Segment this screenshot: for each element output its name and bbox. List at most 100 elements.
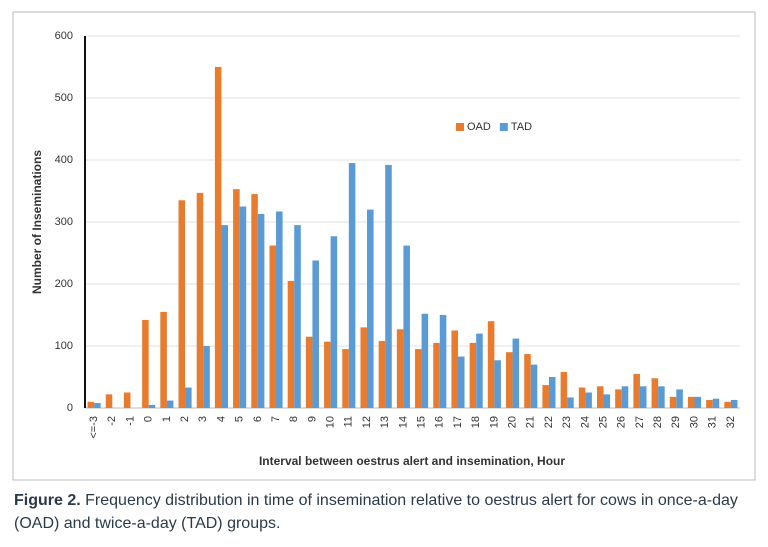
bar	[439, 315, 447, 408]
x-tick-label: -1	[124, 416, 136, 426]
bar	[712, 398, 720, 408]
x-tick-label: <=-3	[88, 416, 100, 439]
x-tick-label: 3	[197, 416, 209, 422]
x-tick-label: 25	[597, 416, 609, 428]
x-tick-label: 8	[288, 416, 300, 422]
bar	[257, 213, 265, 408]
bar	[294, 225, 301, 408]
x-tick-label: 32	[725, 416, 737, 428]
bar	[214, 67, 222, 408]
bar	[385, 164, 392, 408]
bar	[203, 346, 210, 408]
y-tick-label: 300	[55, 216, 73, 228]
bar	[730, 399, 738, 408]
chart-frame	[12, 11, 756, 481]
bar	[233, 189, 240, 408]
bar	[476, 333, 483, 408]
x-tick-label: 22	[543, 416, 555, 428]
x-tick-label: 7	[270, 416, 282, 422]
bar	[239, 206, 247, 408]
x-tick-label: 13	[379, 416, 391, 428]
x-tick-label: 1	[161, 416, 173, 422]
chart: Number of Inseminations Interval between…	[12, 11, 756, 481]
x-tick-label: 4	[215, 416, 227, 422]
x-tick-label: 23	[561, 416, 573, 428]
y-tick-label: 500	[55, 92, 73, 104]
bar	[123, 392, 131, 408]
y-tick-label: 400	[55, 154, 73, 166]
legend-swatch	[499, 123, 508, 131]
bar	[312, 260, 319, 408]
bar	[269, 245, 277, 408]
bar	[706, 399, 713, 408]
bar	[687, 396, 695, 408]
bar	[669, 396, 677, 408]
bar	[105, 394, 113, 408]
bar	[524, 354, 531, 408]
x-tick-label: 5	[234, 416, 246, 422]
x-tick-label: 0	[143, 416, 155, 422]
x-tick-label: 28	[652, 416, 664, 428]
bar	[542, 385, 549, 408]
bar	[676, 389, 683, 408]
x-tick-label: 31	[707, 416, 719, 428]
bar	[142, 319, 149, 408]
x-tick-label: 27	[634, 416, 646, 428]
bar	[494, 360, 501, 408]
bar	[415, 349, 422, 408]
x-tick-label: 2	[179, 416, 191, 422]
x-axis-label: Interval between oestrus alert and insem…	[259, 454, 565, 468]
x-tick-label: 29	[670, 416, 682, 428]
bar	[451, 330, 458, 408]
legend-label: OAD	[467, 121, 491, 133]
bar	[148, 404, 156, 408]
bar	[166, 400, 174, 408]
caption: Figure 2. Frequency distribution in time…	[14, 489, 759, 535]
bar	[178, 200, 186, 408]
y-tick-label: 600	[55, 30, 73, 42]
x-tick-label: 18	[470, 416, 482, 428]
bar	[633, 373, 640, 408]
bar	[658, 386, 665, 408]
x-tick-label: 14	[397, 416, 409, 428]
bar	[603, 394, 611, 408]
bar	[724, 401, 731, 408]
bar	[94, 403, 101, 408]
x-tick-label: 17	[452, 416, 464, 428]
x-tick-label: 24	[579, 416, 591, 428]
legend-label: TAD	[511, 121, 532, 133]
x-tick-label: 9	[306, 416, 318, 422]
x-tick-label: 19	[488, 416, 500, 428]
x-tick-label: 10	[325, 416, 337, 428]
y-axis-label: Number of Inseminations	[30, 150, 44, 294]
bar	[457, 356, 465, 408]
bar	[287, 280, 295, 408]
bar	[360, 327, 368, 408]
bar	[185, 387, 192, 408]
bar	[506, 352, 513, 408]
bar	[305, 336, 313, 408]
bar	[560, 372, 568, 408]
bar	[403, 245, 410, 408]
bar	[367, 209, 374, 408]
x-tick-label: 26	[616, 416, 628, 428]
bar	[512, 338, 520, 408]
bar	[221, 225, 229, 408]
x-tick-label: 20	[506, 416, 518, 428]
x-tick-label: 11	[343, 416, 355, 427]
bar	[578, 387, 586, 408]
x-tick-label: 6	[252, 416, 264, 422]
bar	[396, 329, 404, 408]
bar	[330, 236, 338, 408]
bar	[694, 396, 702, 408]
bar	[487, 321, 495, 408]
caption-text: Frequency distribution in time of insemi…	[14, 492, 738, 532]
y-tick-label: 100	[55, 340, 73, 352]
bar	[348, 163, 356, 408]
bar	[596, 386, 604, 408]
bar	[87, 401, 95, 408]
bar	[342, 349, 349, 408]
bar	[651, 378, 659, 408]
x-tick-label: 21	[525, 416, 537, 428]
caption-label: Figure 2.	[14, 492, 81, 509]
